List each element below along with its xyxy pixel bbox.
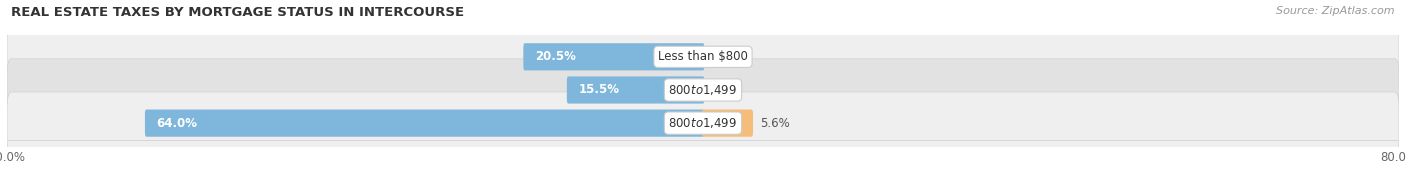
FancyBboxPatch shape: [702, 110, 754, 137]
FancyBboxPatch shape: [7, 92, 1399, 154]
Text: Less than $800: Less than $800: [658, 50, 748, 63]
FancyBboxPatch shape: [523, 43, 704, 70]
Text: Source: ZipAtlas.com: Source: ZipAtlas.com: [1277, 6, 1395, 16]
FancyBboxPatch shape: [7, 26, 1399, 88]
Text: $800 to $1,499: $800 to $1,499: [668, 83, 738, 97]
Text: 64.0%: 64.0%: [156, 117, 198, 130]
FancyBboxPatch shape: [567, 76, 704, 103]
Text: 20.5%: 20.5%: [536, 50, 576, 63]
Text: 15.5%: 15.5%: [579, 83, 620, 96]
Text: 5.6%: 5.6%: [761, 117, 790, 130]
Text: REAL ESTATE TAXES BY MORTGAGE STATUS IN INTERCOURSE: REAL ESTATE TAXES BY MORTGAGE STATUS IN …: [11, 6, 464, 19]
Text: $800 to $1,499: $800 to $1,499: [668, 116, 738, 130]
FancyBboxPatch shape: [145, 110, 704, 137]
Text: 0.0%: 0.0%: [711, 50, 741, 63]
FancyBboxPatch shape: [7, 59, 1399, 121]
Text: 0.0%: 0.0%: [711, 83, 741, 96]
